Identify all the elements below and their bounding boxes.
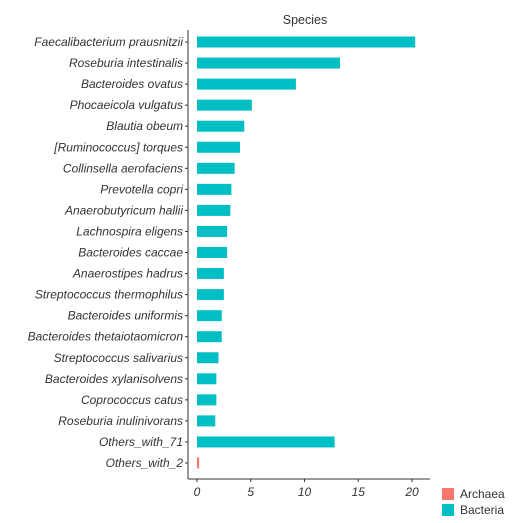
bar-archaea: [197, 457, 200, 469]
bar-bacteria: [197, 36, 416, 48]
bar-bacteria: [197, 310, 222, 322]
legend: Archaea Bacteria: [442, 487, 505, 517]
bar-bacteria: [197, 415, 216, 427]
bar-bacteria: [197, 394, 217, 406]
category-label: Prevotella copri: [100, 182, 183, 196]
category-label: Anaerostipes hadrus: [72, 267, 183, 281]
bar-bacteria: [197, 141, 240, 153]
category-label: Bacteroides xylanisolvens: [45, 372, 183, 386]
category-label: Anaerobutyricum hallii: [64, 203, 183, 217]
bars: [197, 36, 416, 469]
bar-bacteria: [197, 247, 228, 258]
bar-bacteria: [197, 289, 224, 301]
x-tick-label: 20: [404, 485, 419, 499]
category-label: Bacteroides caccae: [78, 246, 183, 260]
legend-label: Bacteria: [460, 503, 504, 517]
legend-label: Archaea: [460, 487, 505, 501]
bar-bacteria: [197, 162, 235, 174]
category-label: Phocaeicola vulgatus: [70, 98, 183, 112]
legend-key-bacteria: [442, 504, 454, 516]
bar-bacteria: [197, 183, 232, 195]
category-label: Bacteroides ovatus: [81, 77, 183, 91]
category-label: Others_with_2: [106, 456, 184, 470]
bar-bacteria: [197, 120, 245, 132]
category-label: Collinsella aerofaciens: [63, 161, 183, 175]
bar-bacteria: [197, 373, 217, 385]
bar-bacteria: [197, 225, 228, 237]
category-label: Streptococcus thermophilus: [35, 288, 183, 302]
bar-bacteria: [197, 204, 231, 216]
category-label: Blautia obeum: [106, 119, 183, 133]
category-label: Others_with_71: [99, 435, 183, 449]
legend-key-archaea: [442, 488, 454, 500]
category-label: Bacteroides uniformis: [68, 309, 183, 323]
category-labels: Faecalibacterium prausnitzii Roseburia in…: [28, 35, 184, 470]
bar-bacteria: [197, 99, 252, 111]
category-label: Roseburia intestinalis: [69, 56, 183, 70]
category-label: [Ruminococcus] torques: [53, 140, 183, 154]
x-tick-label: 0: [194, 485, 201, 499]
category-label: Bacteroides thetaiotaomicron: [28, 330, 184, 344]
category-label: Faecalibacterium prausnitzii: [34, 35, 183, 49]
x-tick-label: 10: [298, 485, 312, 499]
x-tick-label: 15: [352, 485, 366, 499]
x-tick-label: 5: [247, 485, 254, 499]
bar-bacteria: [197, 78, 296, 90]
bar-bacteria: [197, 331, 222, 343]
bar-bacteria: [197, 352, 219, 364]
category-label: Coprococcus catus: [81, 393, 183, 407]
category-label: Roseburia inulinivorans: [58, 414, 183, 428]
bar-bacteria: [197, 436, 335, 448]
category-label: Lachnospira eligens: [76, 224, 183, 238]
category-label: Streptococcus salivarius: [54, 351, 183, 365]
bar-bacteria: [197, 57, 340, 69]
facet-title: Species: [283, 13, 327, 27]
axes: 0 5 10 15 20: [185, 30, 430, 499]
bar-bacteria: [197, 268, 224, 280]
